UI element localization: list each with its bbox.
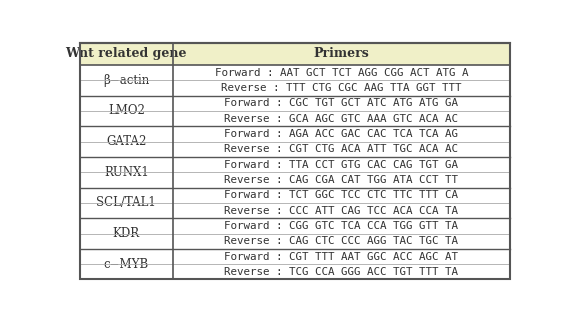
Bar bbox=[80, 96, 510, 111]
Bar bbox=[80, 218, 510, 234]
Text: Forward : TCT GGC TCC CTC TTC TTT CA: Forward : TCT GGC TCC CTC TTC TTT CA bbox=[225, 190, 458, 200]
Text: Reverse : TTT CTG CGC AAG TTA GGT TTT: Reverse : TTT CTG CGC AAG TTA GGT TTT bbox=[221, 83, 462, 93]
Bar bbox=[80, 234, 510, 249]
Bar bbox=[80, 157, 510, 172]
Text: Forward : TTA CCT GTG CAC CAG TGT GA: Forward : TTA CCT GTG CAC CAG TGT GA bbox=[225, 160, 458, 170]
Text: GATA2: GATA2 bbox=[106, 135, 146, 148]
Bar bbox=[80, 264, 510, 279]
Bar bbox=[80, 80, 510, 96]
Text: β−actin: β−actin bbox=[103, 74, 149, 87]
Text: Reverse : CCC ATT CAG TCC ACA CCA TA: Reverse : CCC ATT CAG TCC ACA CCA TA bbox=[225, 205, 458, 216]
Bar bbox=[80, 126, 510, 142]
Text: Forward : CGC TGT GCT ATC ATG ATG GA: Forward : CGC TGT GCT ATC ATG ATG GA bbox=[225, 98, 458, 108]
Bar bbox=[80, 65, 510, 80]
Text: SCL/TAL1: SCL/TAL1 bbox=[96, 197, 156, 209]
Text: RUNX1: RUNX1 bbox=[104, 166, 149, 179]
Text: c−MYB: c−MYB bbox=[104, 258, 149, 271]
Text: Forward : AAT GCT TCT AGG CGG ACT ATG A: Forward : AAT GCT TCT AGG CGG ACT ATG A bbox=[215, 68, 468, 78]
Text: Forward : AGA ACC GAC CAC TCA TCA AG: Forward : AGA ACC GAC CAC TCA TCA AG bbox=[225, 129, 458, 139]
Text: Reverse : CAG CGA CAT TGG ATA CCT TT: Reverse : CAG CGA CAT TGG ATA CCT TT bbox=[225, 175, 458, 185]
Text: Forward : CGT TTT AAT GGC ACC AGC AT: Forward : CGT TTT AAT GGC ACC AGC AT bbox=[225, 251, 458, 262]
Text: Wnt related gene: Wnt related gene bbox=[66, 47, 187, 60]
Bar bbox=[80, 249, 510, 264]
Bar bbox=[80, 188, 510, 203]
Text: LMO2: LMO2 bbox=[108, 104, 145, 117]
Text: Reverse : TCG CCA GGG ACC TGT TTT TA: Reverse : TCG CCA GGG ACC TGT TTT TA bbox=[225, 267, 458, 277]
Bar bbox=[80, 203, 510, 218]
Bar bbox=[80, 142, 510, 157]
Text: Primers: Primers bbox=[313, 47, 369, 60]
Bar bbox=[80, 111, 510, 126]
Text: Reverse : CGT CTG ACA ATT TGC ACA AC: Reverse : CGT CTG ACA ATT TGC ACA AC bbox=[225, 144, 458, 154]
Text: Reverse : GCA AGC GTC AAA GTC ACA AC: Reverse : GCA AGC GTC AAA GTC ACA AC bbox=[225, 114, 458, 123]
Text: Reverse : CAG CTC CCC AGG TAC TGC TA: Reverse : CAG CTC CCC AGG TAC TGC TA bbox=[225, 236, 458, 246]
Bar bbox=[80, 43, 510, 65]
Text: KDR: KDR bbox=[113, 227, 140, 240]
Text: Forward : CGG GTC TCA CCA TGG GTT TA: Forward : CGG GTC TCA CCA TGG GTT TA bbox=[225, 221, 458, 231]
Bar bbox=[80, 172, 510, 188]
